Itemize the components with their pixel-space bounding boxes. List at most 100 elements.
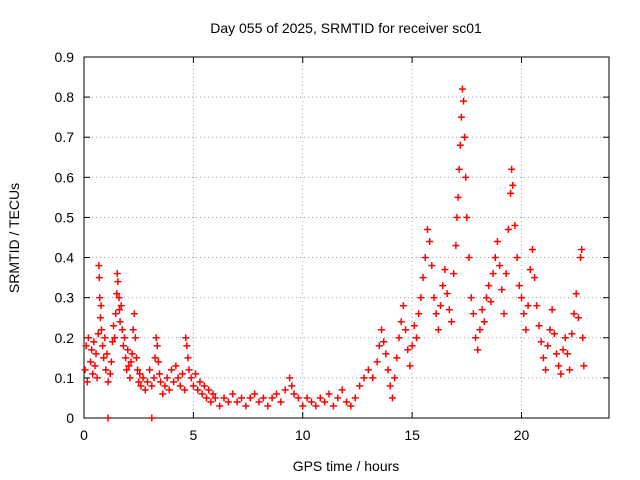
data-point bbox=[483, 294, 490, 302]
y-tick-label: 0.3 bbox=[55, 290, 75, 306]
y-tick-label: 0.6 bbox=[55, 169, 75, 185]
data-point bbox=[450, 270, 458, 278]
data-point bbox=[95, 274, 103, 282]
data-point bbox=[563, 350, 571, 358]
data-point bbox=[316, 394, 324, 402]
data-point bbox=[579, 334, 587, 342]
data-point bbox=[155, 370, 163, 378]
data-point bbox=[445, 306, 453, 314]
data-point bbox=[397, 318, 405, 326]
y-tick-label: 0.2 bbox=[55, 330, 75, 346]
data-point bbox=[528, 246, 536, 254]
data-point bbox=[101, 334, 109, 342]
data-point bbox=[457, 113, 465, 121]
data-point bbox=[373, 358, 381, 366]
data-point bbox=[378, 326, 385, 334]
data-point bbox=[264, 402, 272, 410]
data-point bbox=[178, 370, 186, 378]
data-point bbox=[135, 378, 143, 386]
data-point bbox=[406, 362, 414, 370]
data-point bbox=[546, 326, 554, 334]
data-point bbox=[211, 394, 219, 402]
data-point bbox=[443, 290, 451, 298]
data-point bbox=[456, 141, 464, 149]
data-point bbox=[119, 342, 127, 350]
data-point bbox=[259, 394, 267, 402]
data-point bbox=[469, 310, 477, 318]
x-tick-label: 10 bbox=[295, 427, 311, 443]
data-point bbox=[364, 366, 372, 374]
data-point bbox=[115, 294, 123, 302]
data-point bbox=[128, 350, 136, 358]
data-point bbox=[515, 282, 523, 290]
data-point bbox=[277, 398, 285, 406]
data-point bbox=[127, 358, 135, 366]
data-point bbox=[408, 342, 416, 350]
data-point bbox=[174, 374, 182, 382]
data-point bbox=[559, 346, 567, 354]
data-point bbox=[386, 382, 394, 390]
data-point bbox=[467, 294, 475, 302]
data-point bbox=[439, 282, 447, 290]
data-point bbox=[148, 382, 156, 390]
data-point bbox=[513, 254, 521, 262]
data-point bbox=[229, 390, 237, 398]
data-point bbox=[152, 334, 160, 342]
data-point bbox=[157, 378, 165, 386]
data-point bbox=[465, 254, 473, 262]
data-point bbox=[112, 310, 120, 318]
y-tick-label: 0.5 bbox=[55, 209, 75, 225]
data-point bbox=[399, 302, 407, 310]
data-point bbox=[91, 362, 99, 370]
data-point bbox=[110, 322, 118, 330]
data-point bbox=[123, 366, 131, 374]
data-point bbox=[242, 402, 250, 410]
data-point bbox=[216, 402, 224, 410]
data-point bbox=[533, 302, 541, 310]
data-point bbox=[151, 354, 159, 362]
data-point bbox=[578, 246, 586, 254]
data-point bbox=[84, 334, 92, 342]
data-point bbox=[88, 346, 96, 354]
data-point bbox=[478, 306, 486, 314]
data-point bbox=[577, 254, 585, 262]
data-point bbox=[125, 362, 133, 370]
data-point bbox=[113, 270, 121, 278]
data-point bbox=[118, 326, 126, 334]
data-point bbox=[153, 342, 161, 350]
data-point bbox=[511, 221, 519, 229]
data-point bbox=[308, 398, 315, 406]
data-point bbox=[393, 354, 401, 362]
data-point bbox=[441, 266, 449, 274]
ticks: 0 0.1 0.2 0.3 0.4 0.5 0.6 0.7 0.8 0.9 0 5 10 15 20 bbox=[55, 49, 609, 443]
data-point bbox=[415, 310, 423, 318]
data-point bbox=[148, 414, 156, 422]
data-point bbox=[100, 354, 108, 362]
data-point bbox=[518, 294, 525, 302]
data-point bbox=[500, 310, 508, 318]
data-point bbox=[130, 310, 138, 318]
data-point bbox=[224, 398, 232, 406]
data-point bbox=[108, 338, 116, 346]
data-point bbox=[97, 302, 105, 310]
data-point bbox=[200, 382, 208, 390]
data-point bbox=[115, 306, 123, 314]
data-point bbox=[154, 358, 162, 366]
data-point bbox=[561, 334, 569, 342]
data-point bbox=[184, 354, 192, 362]
data-point bbox=[95, 262, 103, 270]
data-points bbox=[81, 85, 588, 422]
data-point bbox=[120, 334, 128, 342]
data-point bbox=[93, 374, 101, 382]
data-point bbox=[126, 374, 134, 382]
data-point bbox=[432, 310, 440, 318]
data-point bbox=[410, 322, 418, 330]
y-axis-label: SRMTID / TECUs bbox=[6, 183, 22, 293]
data-point bbox=[526, 266, 534, 274]
data-point bbox=[111, 334, 119, 342]
data-point bbox=[312, 402, 320, 410]
data-point bbox=[404, 346, 412, 354]
data-point bbox=[423, 225, 431, 233]
data-point bbox=[170, 378, 178, 386]
data-point bbox=[485, 282, 493, 290]
